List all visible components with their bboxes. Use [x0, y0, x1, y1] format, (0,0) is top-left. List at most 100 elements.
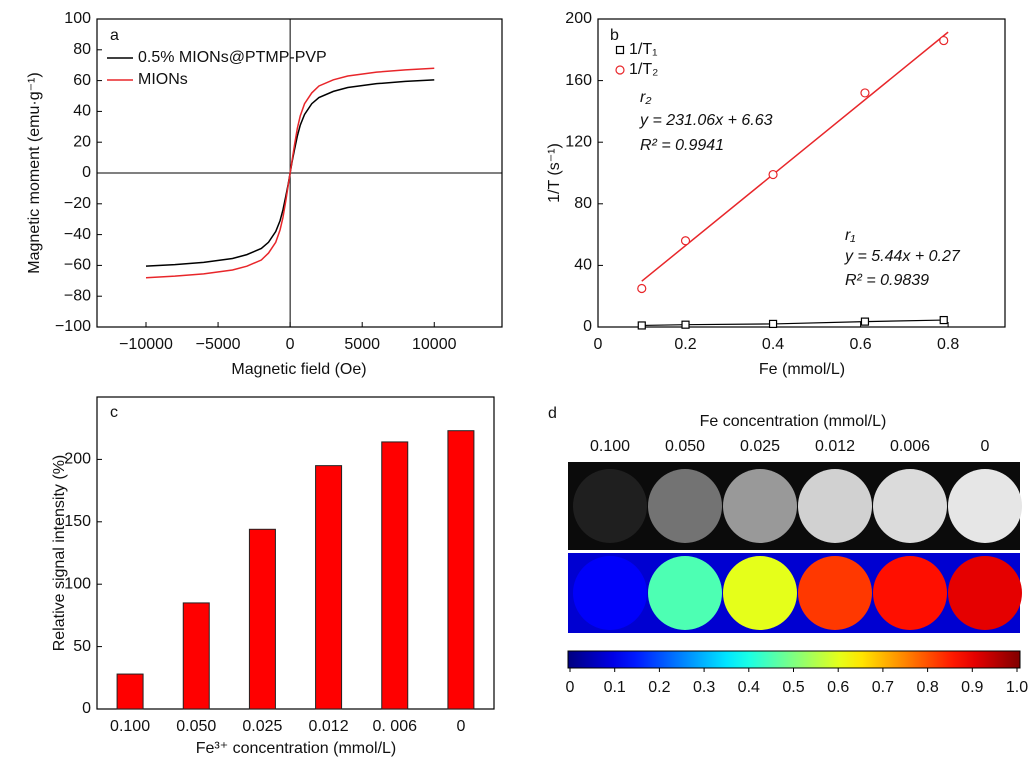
x-axis-label: Fe (mmol/L)	[759, 361, 845, 378]
marker	[940, 317, 947, 324]
bar	[249, 529, 275, 709]
marker	[638, 285, 646, 293]
column-label: 0	[981, 438, 990, 455]
y-tick-label: 200	[565, 10, 592, 27]
colorbar-tick-label: 0.5	[782, 679, 804, 696]
x-tick-label: 0.4	[762, 336, 784, 353]
marker	[770, 320, 777, 327]
y-tick-label: −100	[55, 318, 91, 335]
column-label: 0.025	[740, 438, 780, 455]
marker	[616, 66, 624, 74]
x-tick-label: 0.050	[176, 718, 216, 735]
panel-label: c	[110, 404, 118, 421]
y-tick-label: 80	[73, 41, 91, 58]
annotation: r₂	[640, 89, 651, 106]
column-label: 0.006	[890, 438, 930, 455]
y-axis-label: 1/T (s⁻¹)	[546, 143, 563, 203]
y-tick-label: 50	[73, 638, 91, 655]
plot-frame	[97, 397, 494, 709]
image-title: Fe concentration (mmol/L)	[700, 413, 887, 430]
y-tick-label: −40	[64, 226, 91, 243]
x-tick-label: 10000	[412, 336, 457, 353]
marker	[617, 47, 624, 54]
y-tick-label: 0	[583, 318, 592, 335]
x-tick-label: 0.8	[937, 336, 959, 353]
colorbar-tick-label: 1.0	[1006, 679, 1028, 696]
y-tick-label: −20	[64, 195, 91, 212]
gray-phantom	[573, 469, 647, 543]
colorbar-tick-label: 0.9	[961, 679, 983, 696]
y-tick-label: 40	[574, 257, 592, 274]
colorbar-tick-label: 0.3	[693, 679, 715, 696]
legend-label: MIONs	[138, 71, 188, 88]
legend-label: 0.5% MIONs@PTMP-PVP	[138, 49, 327, 66]
marker	[861, 89, 869, 97]
colorbar-tick-label: 0.2	[648, 679, 670, 696]
colorbar-tick-label: 0.8	[916, 679, 938, 696]
x-tick-label: 0	[456, 718, 465, 735]
column-label: 0.100	[590, 438, 630, 455]
annotation: y = 5.44x + 0.27	[844, 248, 961, 265]
x-tick-label: 0.025	[242, 718, 282, 735]
y-tick-label: 40	[73, 103, 91, 120]
color-phantom	[798, 556, 872, 630]
colorbar-tick-label: 0.7	[872, 679, 894, 696]
plot-frame	[598, 19, 1005, 327]
panel-label: d	[548, 405, 557, 422]
bar	[117, 674, 143, 709]
annotation: R² = 0.9839	[845, 272, 929, 289]
color-phantom	[948, 556, 1022, 630]
marker	[638, 322, 645, 329]
x-tick-label: −5000	[196, 336, 241, 353]
y-tick-label: −60	[64, 257, 91, 274]
annotation: R² = 0.9941	[640, 137, 724, 154]
y-tick-label: 120	[565, 133, 592, 150]
y-axis-label: Relative signal intensity (%)	[51, 455, 68, 652]
y-tick-label: −80	[64, 287, 91, 304]
annotation: y = 231.06x + 6.63	[639, 112, 773, 129]
x-tick-label: 5000	[344, 336, 380, 353]
bar	[448, 431, 474, 709]
y-axis-label: Magnetic moment (emu·g⁻¹)	[26, 72, 43, 273]
column-label: 0.012	[815, 438, 855, 455]
marker	[940, 37, 948, 45]
figure: −100 −80 −60 −40 −20 0 20 40 60 80 100 −10000 −5000 0…	[0, 0, 1034, 763]
bar	[382, 442, 408, 709]
legend-label: 1/T₂	[629, 61, 658, 78]
y-tick-label: 20	[73, 133, 91, 150]
color-phantom	[573, 556, 647, 630]
gray-phantom	[648, 469, 722, 543]
y-tick-label: 0	[82, 164, 91, 181]
x-tick-label: 0	[594, 336, 603, 353]
y-tick-label: 60	[73, 72, 91, 89]
x-tick-label: 0. 006	[373, 718, 418, 735]
color-phantom	[873, 556, 947, 630]
y-tick-label: 150	[64, 513, 91, 530]
marker	[682, 321, 689, 328]
column-label: 0.050	[665, 438, 705, 455]
color-phantom	[723, 556, 797, 630]
y-tick-label: 200	[64, 451, 91, 468]
y-tick-label: 100	[64, 575, 91, 592]
x-tick-label: 0	[286, 336, 295, 353]
colorbar-tick-label: 0	[566, 679, 575, 696]
gray-phantom	[723, 469, 797, 543]
gray-phantom	[873, 469, 947, 543]
x-axis-label: Magnetic field (Oe)	[231, 361, 366, 378]
marker	[861, 318, 868, 325]
gray-phantom	[798, 469, 872, 543]
marker	[682, 237, 690, 245]
x-tick-label: 0.100	[110, 718, 150, 735]
marker	[769, 171, 777, 179]
gray-phantom	[948, 469, 1022, 543]
bar	[183, 603, 209, 709]
colorbar-tick-label: 0.6	[827, 679, 849, 696]
x-tick-label: −10000	[119, 336, 173, 353]
color-phantom	[648, 556, 722, 630]
colorbar	[568, 651, 1020, 668]
legend-label: 1/T₁	[629, 41, 658, 58]
x-tick-label: 0.012	[309, 718, 349, 735]
x-tick-label: 0.2	[674, 336, 696, 353]
y-tick-label: 80	[574, 195, 592, 212]
x-tick-label: 0.6	[849, 336, 871, 353]
